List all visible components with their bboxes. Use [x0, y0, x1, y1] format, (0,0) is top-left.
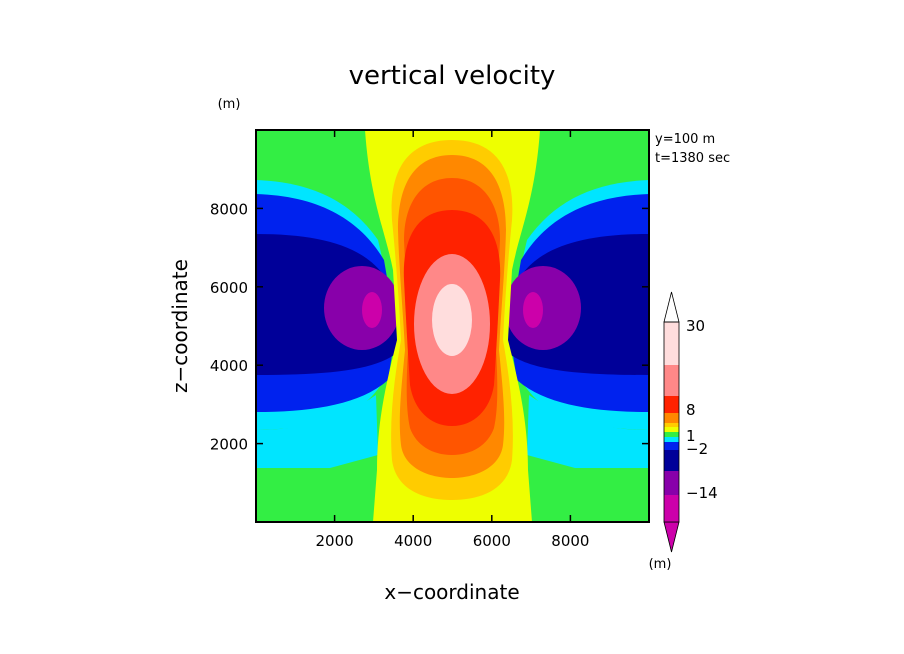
colorbar-band [664, 442, 679, 450]
plot-frame [255, 129, 650, 523]
colorbar-band [664, 322, 679, 365]
chart-title: vertical velocity [349, 61, 556, 91]
colorbar-frame [663, 321, 680, 523]
y-tick-label: 2000 [210, 436, 248, 454]
y-tick-label: 4000 [210, 357, 248, 375]
colorbar-band [664, 396, 679, 413]
y-axis-ticks: 2000 4000 6000 8000 [210, 200, 649, 454]
colorbar-band [664, 471, 679, 495]
contour-band-magenta [362, 292, 543, 328]
x-axis-label: x−coordinate [384, 580, 519, 604]
y-tick-label: 8000 [210, 200, 248, 218]
x-tick-label: 6000 [473, 532, 511, 550]
contour-band-light-pink [432, 284, 472, 356]
colorbar-tick-label: 1 [686, 427, 696, 445]
colorbar-tick-label: 8 [686, 401, 696, 419]
colorbar-unit: (m) [649, 557, 672, 572]
colorbar-tick-label: 30 [686, 317, 705, 335]
colorbar-band [664, 423, 679, 427]
colorbar-end-low [663, 521, 680, 553]
y-tick-label: 6000 [210, 279, 248, 297]
colorbar-band [664, 450, 679, 471]
colorbar-band [664, 437, 679, 442]
x-tick-label: 4000 [394, 532, 432, 550]
annotation-t: t=1380 sec [655, 151, 730, 166]
colorbar-end-high [663, 291, 680, 323]
colorbar-band [664, 427, 679, 432]
colorbar-band [664, 495, 679, 522]
colorbar-band [664, 365, 679, 396]
colorbar-tick-labels: 30 8 1−2 −14 [686, 317, 718, 502]
colorbar-tick-label: −14 [686, 484, 718, 502]
annotation-y: y=100 m [655, 132, 715, 147]
x-tick-label: 8000 [551, 532, 589, 550]
colorbar-band [664, 413, 679, 423]
colorbar-tick-label: −2 [686, 440, 708, 458]
contour-field [256, 130, 649, 522]
y-unit-label: (m) [218, 97, 241, 112]
colorbar-band [664, 432, 679, 437]
colorbar [663, 291, 680, 553]
y-axis-label: z−coordinate [168, 259, 192, 393]
x-axis-ticks: 2000 4000 6000 8000 [316, 130, 589, 550]
contour-band-purple [324, 266, 581, 350]
x-tick-label: 2000 [316, 532, 354, 550]
